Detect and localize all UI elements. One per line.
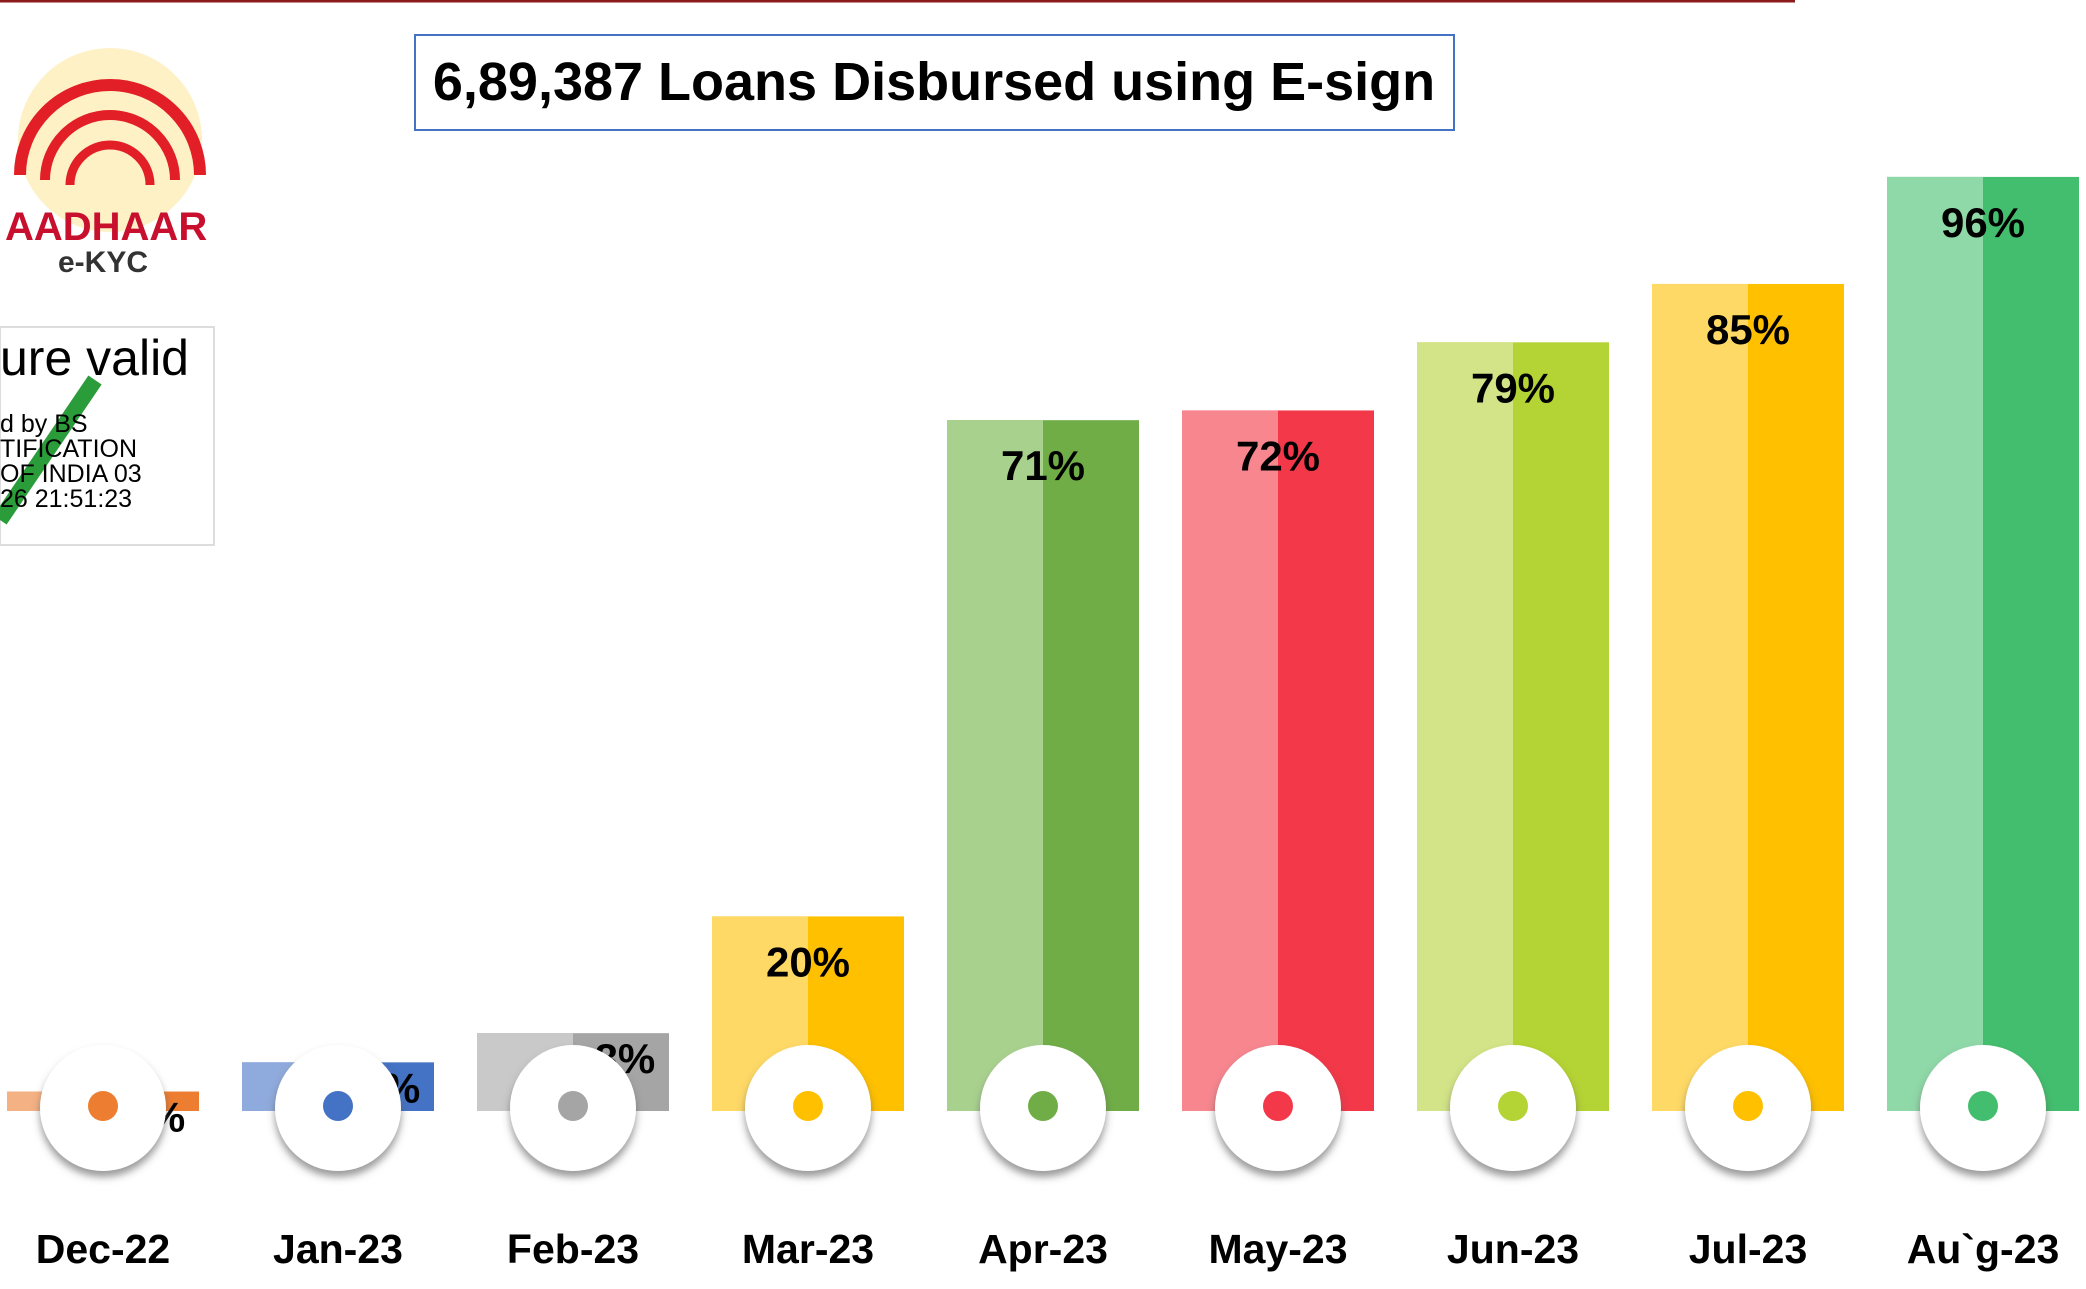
bar-highlight bbox=[1417, 342, 1513, 1112]
icon bbox=[323, 1091, 353, 1121]
x-tick-label: Au`g-23 bbox=[1907, 1226, 2060, 1272]
logo: AADHAAR e-KYC bbox=[5, 48, 207, 279]
value-label: 79% bbox=[1471, 364, 1555, 411]
icon bbox=[1263, 1091, 1293, 1121]
bar-group: 96% Au`g-23 bbox=[1887, 176, 2079, 1272]
logo-arc bbox=[14, 79, 206, 176]
bar-group: 79% Jun-23 bbox=[1417, 342, 1609, 1272]
x-tick-label: Apr-23 bbox=[978, 1226, 1108, 1272]
signature-check bbox=[0, 375, 102, 525]
signature-line: TIFICATION bbox=[0, 435, 137, 463]
signature-line: d by BS bbox=[0, 410, 88, 438]
bar-highlight bbox=[1652, 283, 1748, 1111]
bar-group: 2%Dec-22 bbox=[7, 1045, 199, 1272]
value-label: 71% bbox=[1001, 442, 1085, 489]
signature-box: ure valid d by BS TIFICATION OF INDIA 03… bbox=[0, 326, 215, 546]
logo-name: AADHAAR bbox=[5, 205, 207, 249]
x-tick-label: Jan-23 bbox=[273, 1226, 403, 1272]
bar-group: 5%Jan-23 bbox=[242, 1045, 434, 1272]
bar-highlight bbox=[947, 420, 1043, 1111]
x-tick-label: Dec-22 bbox=[36, 1226, 170, 1272]
icon bbox=[88, 1091, 118, 1121]
chart-title: 6,89,387 Loans Disbursed using E-sign bbox=[433, 52, 1435, 112]
signature-line: OF INDIA 03 bbox=[0, 460, 142, 488]
icon bbox=[1028, 1091, 1058, 1121]
bar-group: 72% May-23 bbox=[1182, 410, 1374, 1272]
value-label: 20% bbox=[766, 938, 850, 985]
bar-highlight bbox=[1182, 410, 1278, 1111]
icon bbox=[558, 1091, 588, 1121]
title-box bbox=[414, 34, 1455, 131]
x-tick-label: May-23 bbox=[1208, 1226, 1347, 1272]
logo-sub: e-KYC bbox=[58, 246, 148, 279]
x-tick-label: Jun-23 bbox=[1447, 1226, 1579, 1272]
bar-group: 71% Apr-23 bbox=[947, 420, 1139, 1272]
bar-highlight bbox=[1887, 176, 1983, 1112]
signature-line: ure valid bbox=[0, 330, 189, 386]
value-label: 72% bbox=[1236, 432, 1320, 479]
bar-group: 20% Mar-23 bbox=[712, 916, 904, 1272]
bar-group: 85% Jul-23 bbox=[1652, 283, 1844, 1272]
icon bbox=[1498, 1091, 1528, 1121]
x-tick-label: Jul-23 bbox=[1689, 1226, 1808, 1272]
icon bbox=[1733, 1091, 1763, 1121]
x-tick-label: Mar-23 bbox=[742, 1226, 874, 1272]
bar-group: 8%Feb-23 bbox=[477, 1033, 669, 1272]
logo-arc bbox=[40, 110, 180, 181]
signature-frame bbox=[0, 326, 215, 546]
value-label: 85% bbox=[1706, 306, 1790, 353]
icon bbox=[1968, 1091, 1998, 1121]
value-label: 96% bbox=[1941, 199, 2025, 246]
logo-arc bbox=[65, 140, 155, 186]
icon bbox=[793, 1091, 823, 1121]
x-tick-label: Feb-23 bbox=[507, 1226, 639, 1272]
signature-line: 26 21:51:23 bbox=[0, 485, 132, 513]
